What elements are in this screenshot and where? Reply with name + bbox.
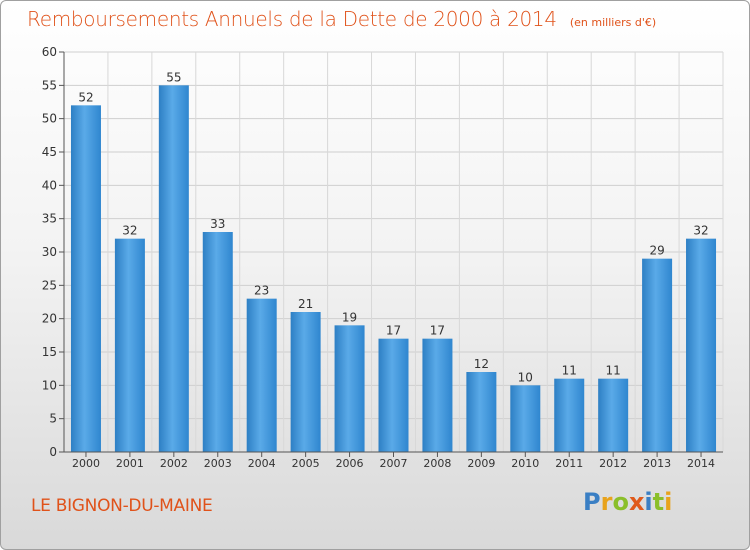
x-tick-label: 2004	[248, 457, 276, 470]
chart-title: Remboursements Annuels de la Dette de 20…	[27, 7, 557, 31]
bar	[378, 338, 409, 452]
y-tick-label: 25	[42, 278, 57, 292]
bar-value-label: 19	[342, 310, 357, 324]
bar	[158, 85, 189, 452]
commune-name: LE BIGNON-DU-MAINE	[31, 496, 213, 516]
y-tick-label: 30	[42, 245, 57, 259]
x-tick-label: 2000	[72, 457, 100, 470]
y-tick-label: 55	[42, 78, 57, 92]
x-tick-label: 2010	[511, 457, 539, 470]
y-tick-label: 45	[42, 145, 57, 159]
x-tick-label: 2007	[380, 457, 408, 470]
bar	[334, 325, 365, 452]
bar-value-label: 21	[298, 297, 313, 311]
bar-value-label: 33	[210, 217, 225, 231]
x-tick-label: 2009	[467, 457, 495, 470]
proxiti-logo: Proxiti	[583, 488, 672, 516]
logo-letter: t	[652, 488, 665, 516]
x-tick-label: 2013	[643, 457, 671, 470]
x-tick-label: 2008	[423, 457, 451, 470]
x-tick-label: 2014	[687, 457, 715, 470]
bar	[114, 238, 145, 452]
bar	[642, 258, 673, 452]
x-tick-label: 2001	[116, 457, 144, 470]
unit-note: (en milliers d'€)	[569, 16, 657, 29]
x-tick-label: 2011	[555, 457, 583, 470]
y-tick-label: 50	[42, 112, 57, 126]
x-tick-label: 2012	[599, 457, 627, 470]
bar-value-label: 32	[693, 224, 708, 238]
y-tick-label: 0	[49, 445, 57, 459]
bar-value-label: 10	[518, 370, 533, 384]
bar	[422, 338, 453, 452]
bar	[598, 378, 629, 452]
x-tick-label: 2003	[204, 457, 232, 470]
bar-value-label: 29	[649, 244, 664, 258]
bar-value-label: 52	[78, 90, 93, 104]
y-tick-label: 15	[42, 345, 57, 359]
y-tick-label: 20	[42, 312, 57, 326]
bar	[554, 378, 585, 452]
y-tick-label: 40	[42, 178, 57, 192]
x-tick-label: 2006	[336, 457, 364, 470]
logo-letter: o	[612, 488, 629, 516]
logo-letter: P	[583, 488, 601, 516]
bar	[246, 298, 277, 452]
bar	[466, 372, 497, 452]
bar	[202, 232, 233, 452]
bar-value-label: 32	[122, 224, 137, 238]
x-tick-label: 2002	[160, 457, 188, 470]
bar-value-label: 17	[430, 324, 445, 338]
bar-value-label: 11	[606, 364, 621, 378]
bar-value-label: 55	[166, 70, 181, 84]
y-tick-label: 60	[42, 45, 57, 59]
bar-value-label: 23	[254, 284, 269, 298]
bar-value-label: 12	[474, 357, 489, 371]
y-tick-label: 35	[42, 212, 57, 226]
bar-value-label: 11	[562, 364, 577, 378]
logo-letter: i	[664, 488, 673, 516]
x-tick-label: 2005	[292, 457, 320, 470]
logo-letter: i	[644, 488, 653, 516]
bar	[70, 105, 101, 452]
logo-letter: r	[600, 488, 613, 516]
bar-value-label: 17	[386, 324, 401, 338]
bar	[510, 385, 541, 452]
y-tick-label: 5	[49, 412, 57, 426]
chart-title-block: Remboursements Annuels de la Dette de 20…	[27, 7, 656, 31]
bar	[686, 238, 717, 452]
bar	[290, 312, 321, 452]
y-tick-label: 10	[42, 378, 57, 392]
logo-letter: x	[628, 488, 645, 516]
